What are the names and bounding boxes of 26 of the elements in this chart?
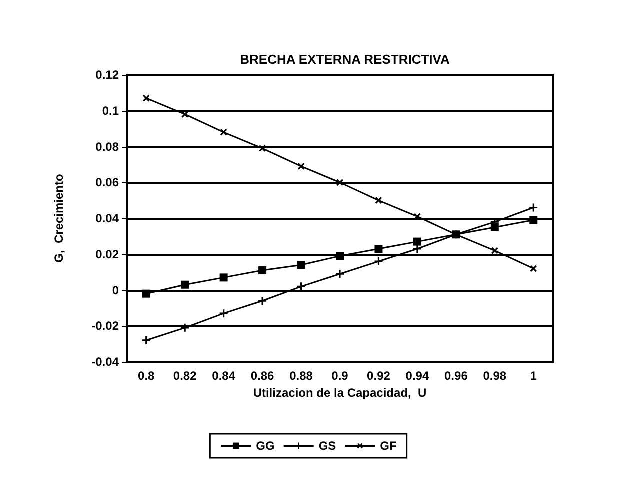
x-tick-label: 0.86 [250,369,275,383]
y-tick-label: 0.08 [96,140,120,154]
x-tick-label: 0.82 [173,369,198,383]
legend-label: GF [380,439,397,453]
x-tick-label: 0.96 [444,369,468,383]
x-tick-label: 1 [530,369,538,383]
y-tick-label: -0.04 [92,355,120,369]
y-tick-label: 0.04 [96,212,120,226]
x-tick-label: 0.8 [138,369,156,383]
legend-label: GG [256,439,275,453]
x-tick-label: 0.84 [212,369,236,383]
x-tick-label: 0.94 [406,369,430,383]
x-tick-label: 0.98 [483,369,507,383]
y-tick-label: 0.02 [96,247,120,262]
y-tick-label: 0 [112,283,120,298]
y-tick-label: 0.1 [102,104,120,118]
y-axis-title: G, Crecimiento [52,174,66,263]
chart-title: BRECHA EXTERNA RESTRICTIVA [240,52,450,67]
x-axis-title: Utilizacion de la Capacidad, U [253,386,427,400]
legend-label: GS [318,439,336,453]
y-tick-label: -0.02 [92,319,120,334]
y-tick-label: 0.12 [96,68,120,82]
x-tick-label: 0.88 [290,369,314,383]
y-tick-label: 0.06 [96,176,120,190]
x-tick-label: 0.92 [367,369,391,383]
x-tick-label: 0.9 [332,369,349,383]
